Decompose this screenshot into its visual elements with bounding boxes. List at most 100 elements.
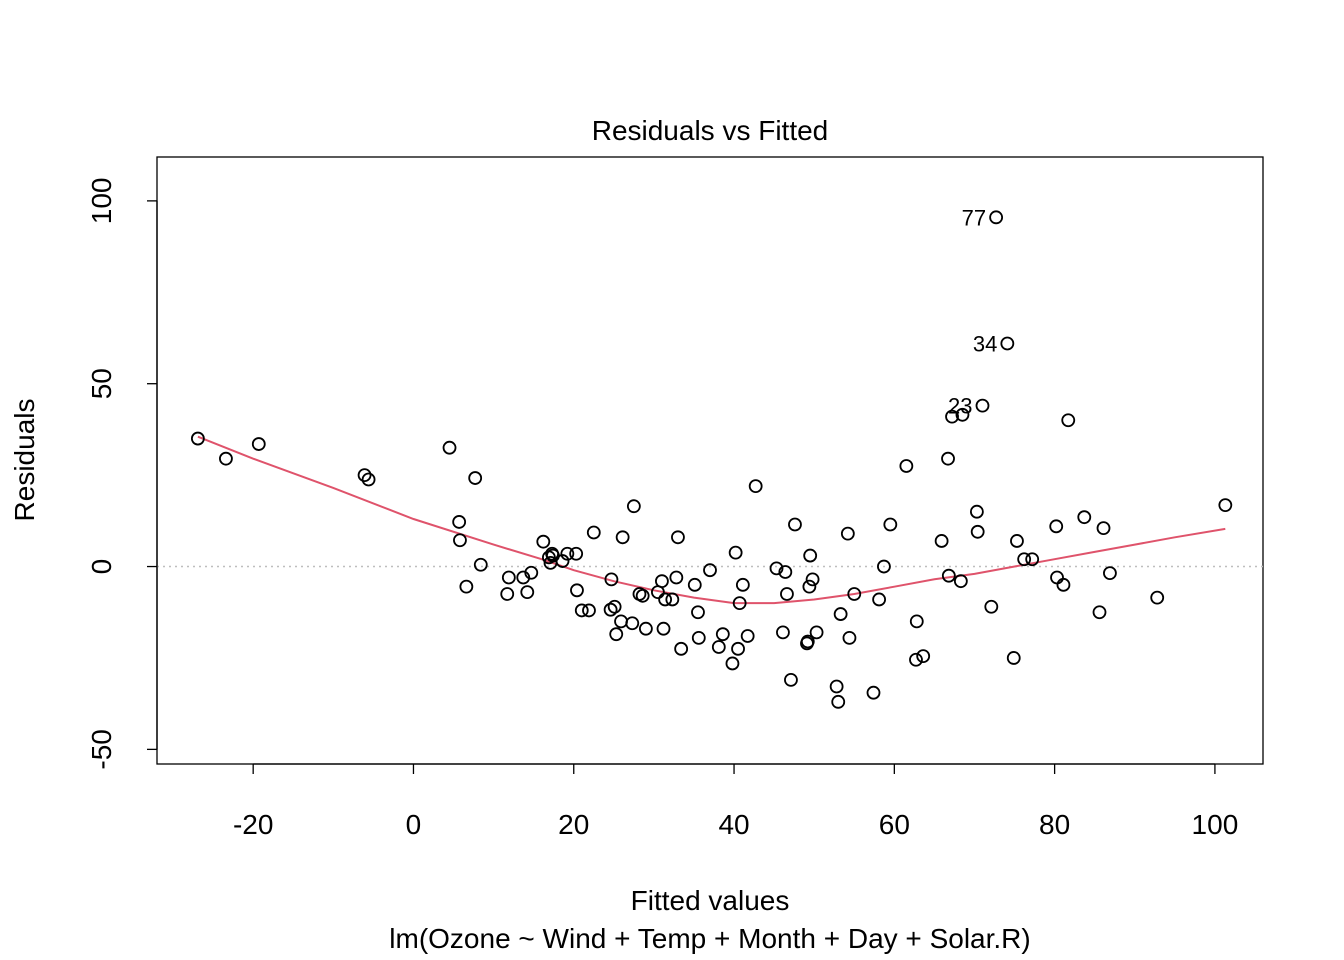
point-label: 77 xyxy=(962,205,986,230)
data-point xyxy=(916,649,931,664)
data-point xyxy=(969,504,984,519)
x-tick-label: 40 xyxy=(718,809,749,840)
data-point xyxy=(909,652,923,667)
data-point xyxy=(582,603,596,618)
data-point xyxy=(1010,534,1024,548)
data-point xyxy=(1077,510,1092,525)
data-point xyxy=(1050,570,1064,585)
data-point xyxy=(569,546,584,561)
data-point xyxy=(1092,605,1107,620)
x-tick-label: -20 xyxy=(233,809,273,840)
data-point xyxy=(941,568,956,583)
data-point xyxy=(603,602,618,617)
data-point xyxy=(769,561,784,576)
data-point xyxy=(501,570,516,585)
x-tick-label: 60 xyxy=(879,809,910,840)
data-point xyxy=(658,592,673,607)
data-point xyxy=(625,616,640,631)
data-point xyxy=(1150,590,1165,605)
data-point xyxy=(809,625,824,640)
data-point xyxy=(459,579,474,594)
data-point xyxy=(899,459,914,473)
data-point xyxy=(1000,336,1015,351)
data-point xyxy=(1017,552,1032,567)
data-point xyxy=(1006,651,1021,665)
data-point xyxy=(989,210,1004,225)
data-point xyxy=(1056,577,1071,592)
data-point xyxy=(728,545,743,560)
data-point xyxy=(975,398,990,413)
outlier-labels: 77 34 23 xyxy=(948,205,997,418)
data-point xyxy=(357,468,372,483)
data-point xyxy=(833,607,848,621)
y-tick-label: 0 xyxy=(86,559,117,575)
x-tick-label: 20 xyxy=(558,809,589,840)
plot-frame xyxy=(156,156,1264,765)
data-point xyxy=(840,526,855,541)
data-point xyxy=(703,563,717,578)
data-point xyxy=(442,440,457,455)
data-point xyxy=(784,672,798,687)
data-point xyxy=(453,533,467,548)
data-point xyxy=(520,585,535,600)
data-point xyxy=(1061,413,1076,428)
data-point xyxy=(626,499,641,514)
y-axis-label: Residuals xyxy=(9,399,40,522)
y-axis: -50 0 50 100 xyxy=(86,178,158,770)
chart-title: Residuals vs Fitted xyxy=(592,115,829,146)
data-point xyxy=(691,630,706,645)
data-point xyxy=(805,572,820,587)
x-tick-label: 80 xyxy=(1039,809,1070,840)
data-point xyxy=(1103,566,1117,581)
data-point xyxy=(883,517,898,532)
data-point xyxy=(725,656,740,671)
data-point xyxy=(847,587,862,601)
data-points xyxy=(190,210,1233,709)
data-point xyxy=(687,577,702,592)
data-point xyxy=(473,557,488,572)
data-point xyxy=(570,583,584,598)
data-point xyxy=(615,530,630,545)
data-point xyxy=(909,614,924,629)
data-point xyxy=(609,627,624,642)
y-tick-label: -50 xyxy=(86,729,117,769)
data-point xyxy=(802,579,817,594)
x-axis-label: Fitted values xyxy=(631,885,790,916)
data-point xyxy=(748,479,763,493)
data-point xyxy=(732,596,747,611)
y-tick-label: 100 xyxy=(86,178,117,225)
data-point xyxy=(831,694,846,709)
data-point xyxy=(614,614,628,629)
data-point xyxy=(219,451,233,466)
data-point xyxy=(607,599,622,614)
data-point xyxy=(945,409,959,424)
data-point xyxy=(638,621,653,636)
data-point xyxy=(740,629,755,643)
data-point xyxy=(803,548,818,563)
point-label: 23 xyxy=(948,394,972,419)
data-point xyxy=(800,634,815,649)
data-point xyxy=(586,525,601,540)
x-tick-label: 0 xyxy=(406,809,422,840)
data-point xyxy=(536,534,551,549)
data-point xyxy=(788,517,802,532)
data-point xyxy=(934,534,949,548)
data-point xyxy=(1096,521,1111,536)
data-point xyxy=(955,407,970,422)
data-point xyxy=(361,472,376,487)
data-point xyxy=(1049,519,1064,534)
data-point xyxy=(251,437,266,451)
data-point xyxy=(735,577,750,592)
data-point xyxy=(674,641,689,656)
data-point xyxy=(866,685,881,700)
data-point xyxy=(190,431,205,446)
data-point xyxy=(872,592,887,607)
data-point xyxy=(452,515,467,529)
data-point xyxy=(970,524,985,539)
data-point xyxy=(984,599,999,614)
data-point xyxy=(1025,552,1040,567)
model-formula-subtitle: lm(Ozone ~ Wind + Temp + Month + Day + S… xyxy=(389,923,1030,954)
data-point xyxy=(1218,498,1233,513)
data-point xyxy=(711,640,726,654)
